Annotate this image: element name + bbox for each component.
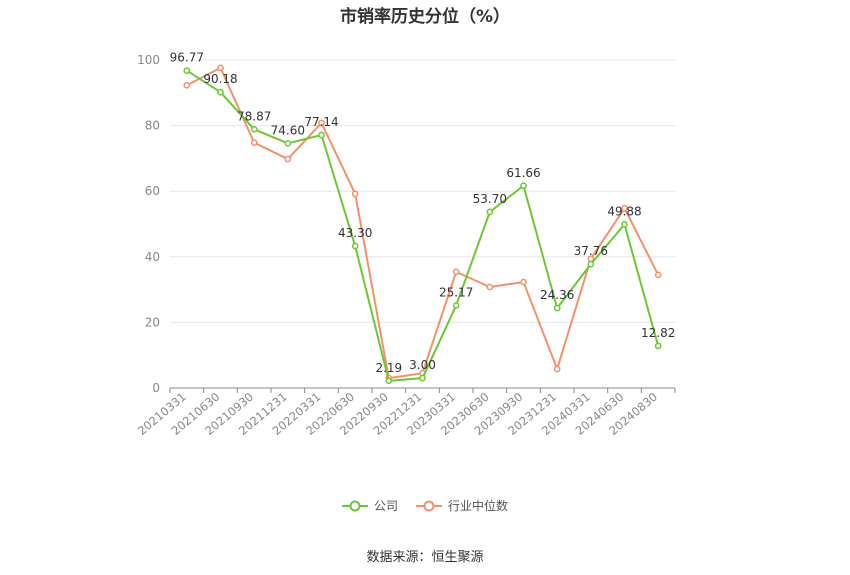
data-label: 90.18	[203, 72, 237, 86]
legend-industry-swatch-icon	[416, 500, 442, 511]
data-point-company	[452, 302, 460, 309]
y-tick-label: 100	[137, 53, 160, 67]
data-point-industry	[183, 81, 191, 89]
data-point-industry	[654, 271, 662, 279]
data-label: 61.66	[506, 166, 540, 180]
y-tick-label: 60	[145, 184, 160, 198]
y-tick-label: 80	[145, 119, 160, 133]
data-point-company	[217, 88, 224, 96]
data-label: 49.88	[607, 204, 641, 218]
data-point-company	[587, 260, 595, 268]
data-point-company	[318, 131, 325, 139]
data-label: 43.30	[338, 226, 372, 240]
data-point-company	[351, 242, 359, 250]
data-point-company	[654, 342, 662, 350]
data-label: 12.82	[641, 326, 675, 340]
y-tick-label: 40	[145, 250, 160, 264]
data-label: 74.60	[271, 123, 305, 137]
data-point-industry	[486, 283, 494, 291]
y-tick-label: 20	[145, 315, 160, 329]
data-point-company	[183, 67, 191, 74]
data-point-industry	[284, 155, 292, 163]
legend-company-swatch-icon	[341, 500, 368, 511]
legend-item-industry[interactable]: 行业中位数	[416, 497, 508, 514]
legend-industry-label: 行业中位数	[448, 499, 509, 513]
data-label: 3.00	[409, 358, 436, 372]
data-point-company	[621, 221, 628, 228]
data-point-company	[520, 182, 527, 190]
data-label: 53.70	[473, 192, 507, 206]
data-label: 96.77	[170, 51, 204, 65]
source-note: 数据来源：恒生聚源	[366, 550, 484, 565]
data-point-industry	[217, 64, 224, 72]
data-point-industry	[250, 139, 258, 147]
data-label: 24.36	[540, 288, 574, 302]
legend: 公司 行业中位数	[0, 497, 850, 514]
data-label: 37.76	[574, 244, 608, 258]
data-label: 2.19	[375, 361, 402, 375]
data-point-industry	[452, 268, 460, 276]
data-point-industry	[318, 119, 325, 127]
data-point-company	[385, 377, 393, 385]
chart-title: 市销率历史分位（%）	[339, 7, 511, 27]
data-point-company	[419, 374, 426, 382]
legend-company-label: 公司	[373, 499, 398, 513]
data-label: 25.17	[439, 285, 473, 299]
y-tick-label: 0	[152, 381, 160, 395]
data-point-industry	[621, 204, 628, 212]
data-label: 77.14	[304, 115, 338, 129]
data-point-company	[284, 139, 292, 147]
data-label: 78.87	[237, 109, 271, 123]
data-point-industry	[520, 278, 527, 286]
data-point-company	[250, 125, 258, 133]
data-point-industry	[553, 365, 561, 373]
data-point-company	[486, 208, 494, 216]
legend-item-company[interactable]: 公司	[341, 497, 398, 514]
data-point-company	[553, 304, 561, 312]
data-point-industry	[351, 190, 359, 198]
